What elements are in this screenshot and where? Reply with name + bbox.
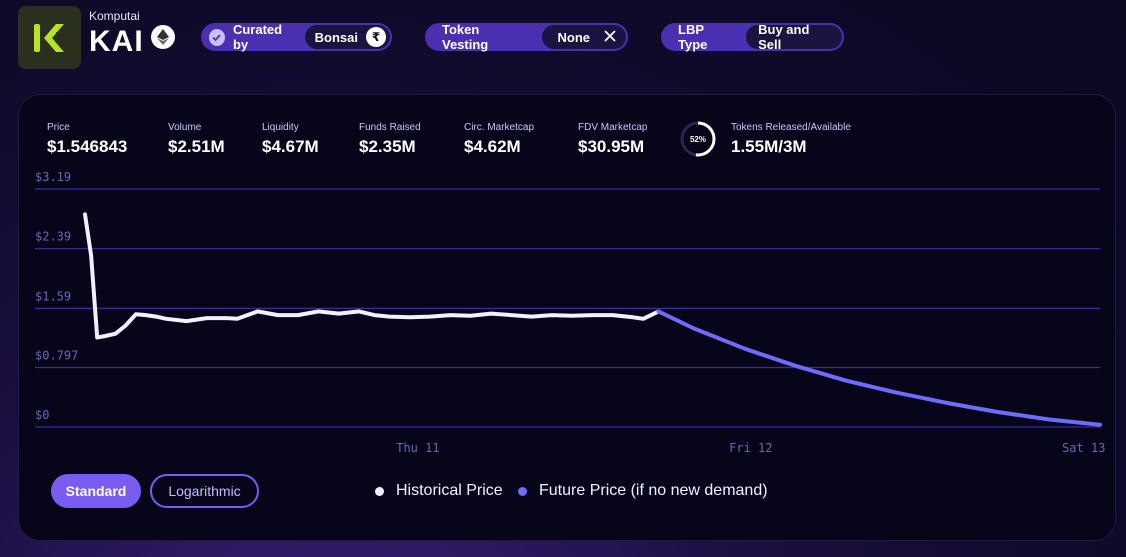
stat-label: Volume bbox=[168, 122, 202, 133]
stat-volume: Volume $2.51M bbox=[168, 122, 225, 157]
future-price-line bbox=[656, 309, 1102, 427]
x-tick-label: Thu 11 bbox=[396, 441, 439, 455]
stat-price: Price $1.546843 bbox=[47, 122, 127, 157]
token-name: KAI bbox=[89, 25, 144, 58]
stat-label: FDV Marketcap bbox=[578, 122, 648, 133]
close-icon[interactable] bbox=[604, 29, 616, 45]
y-tick-label: $0 bbox=[35, 408, 49, 422]
historical-price-line bbox=[83, 212, 661, 340]
stat-tokens-released: Tokens Released/Available 1.55M/3M bbox=[731, 122, 851, 157]
stat-liquidity: Liquidity $4.67M bbox=[262, 122, 319, 157]
stat-label: Tokens Released/Available bbox=[731, 122, 851, 133]
stat-value: $4.62M bbox=[464, 137, 521, 156]
stat-value: 1.55M/3M bbox=[731, 137, 807, 156]
x-tick-label: Sat 13 bbox=[1062, 441, 1105, 455]
check-icon bbox=[209, 28, 225, 46]
stat-label: Circ. Marketcap bbox=[464, 122, 535, 133]
stat-value: $4.67M bbox=[262, 137, 319, 156]
komputai-logo bbox=[18, 6, 81, 69]
y-tick-label: $3.19 bbox=[35, 170, 71, 184]
stat-circ-marketcap: Circ. Marketcap $4.62M bbox=[464, 122, 534, 157]
legend-historical: Historical Price bbox=[375, 482, 503, 500]
tokens-released-ring: 52% bbox=[680, 121, 716, 157]
legend-label-historical: Historical Price bbox=[396, 482, 503, 499]
ring-percent-text: 52% bbox=[690, 135, 706, 144]
legend-dot-future bbox=[518, 486, 527, 496]
curated-label: Curated by bbox=[232, 22, 283, 52]
stat-value: $2.51M bbox=[168, 137, 225, 156]
token-vesting-pill[interactable]: Token Vesting None bbox=[425, 22, 628, 52]
stat-label: Funds Raised bbox=[359, 122, 421, 133]
y-tick-label: $0.797 bbox=[35, 349, 78, 363]
stat-fdv-marketcap: FDV Marketcap $30.95M bbox=[578, 122, 647, 157]
stat-funds-raised: Funds Raised $2.35M bbox=[359, 122, 421, 157]
brand-subtitle: Komputai bbox=[89, 9, 140, 23]
curated-by-pill[interactable]: Curated by Bonsai ₹ bbox=[201, 22, 392, 52]
stat-value: $2.35M bbox=[359, 137, 416, 156]
legend-future: Future Price (if no new demand) bbox=[518, 482, 768, 500]
stat-label: Price bbox=[47, 122, 70, 133]
bonsai-icon: ₹ bbox=[366, 27, 386, 47]
legend-label-future: Future Price (if no new demand) bbox=[539, 482, 768, 499]
ethereum-icon bbox=[151, 25, 175, 49]
stat-value: $30.95M bbox=[578, 137, 645, 156]
stat-label: Liquidity bbox=[262, 122, 299, 133]
y-tick-label: $2.39 bbox=[35, 230, 71, 244]
logarithmic-scale-button[interactable]: Logarithmic bbox=[150, 474, 259, 508]
kai-logo-icon bbox=[33, 23, 64, 52]
stat-value: $1.546843 bbox=[47, 137, 128, 156]
vesting-value: None bbox=[557, 29, 591, 45]
legend-dot-historical bbox=[375, 486, 384, 496]
curated-value: Bonsai bbox=[314, 29, 358, 45]
ring-progress bbox=[680, 121, 716, 157]
y-tick-label: $1.59 bbox=[35, 289, 71, 303]
lbp-label: LBP Type bbox=[678, 22, 708, 52]
standard-scale-button[interactable]: Standard bbox=[51, 474, 141, 508]
x-tick-label: Fri 12 bbox=[729, 441, 772, 455]
lbp-value: Buy and Sell bbox=[758, 22, 810, 52]
lbp-type-pill[interactable]: LBP Type Buy and Sell bbox=[661, 22, 844, 52]
vesting-label: Token Vesting bbox=[442, 22, 489, 52]
